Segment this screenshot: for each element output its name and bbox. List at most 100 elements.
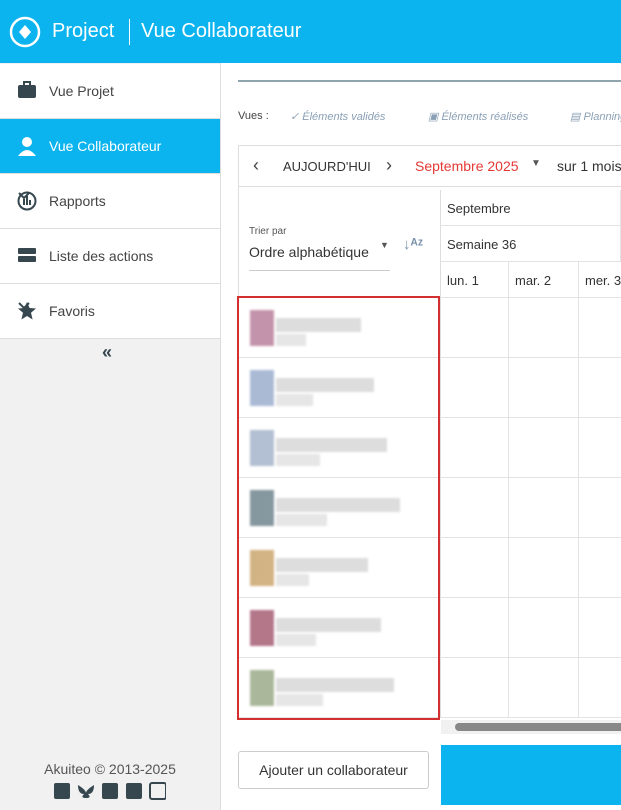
nav-label: Rapports	[49, 193, 106, 209]
next-button[interactable]: ›	[386, 155, 392, 175]
name-blur	[276, 394, 313, 406]
cell	[579, 538, 621, 598]
name-blur	[276, 514, 327, 526]
app-name: Project	[52, 20, 115, 42]
avatar-blur	[250, 430, 274, 466]
cell	[579, 358, 621, 418]
nav-item[interactable]: Rapports	[0, 174, 220, 229]
cell	[509, 598, 579, 658]
week-label: Semaine 36	[447, 237, 517, 252]
logo	[9, 16, 41, 48]
sort-button[interactable]: ↓ᴬᶻ	[403, 236, 424, 253]
range-select[interactable]: sur 1 mois	[557, 158, 621, 174]
cell	[509, 358, 579, 418]
avatar-blur	[250, 550, 274, 586]
prev-button[interactable]: ‹	[253, 155, 259, 175]
cell	[509, 538, 579, 598]
cell	[509, 418, 579, 478]
name-blur	[276, 574, 309, 586]
cell	[579, 262, 621, 298]
cell	[509, 478, 579, 538]
row-divider	[238, 537, 440, 538]
name-blur	[276, 678, 394, 692]
avatar-blur	[250, 310, 274, 346]
cell	[579, 418, 621, 478]
cell	[440, 298, 509, 358]
view-text: Éléments réalisés	[441, 111, 529, 123]
nav-label: Liste des actions	[49, 248, 154, 264]
view-name: Vue Collaborateur	[141, 20, 302, 42]
sort-label: Trier par	[249, 226, 287, 237]
month-label: Septembre	[447, 201, 511, 216]
nav-label: Vue Projet	[49, 83, 114, 99]
view-link[interactable]: ▤ Planning	[570, 110, 621, 123]
view-link[interactable]: ▣ Éléments réalisés	[428, 110, 528, 123]
name-blur	[276, 318, 361, 332]
cell	[509, 658, 579, 718]
cell	[440, 658, 509, 718]
views-label: Vues :	[238, 110, 269, 122]
cell	[440, 538, 509, 598]
nav-label: Vue Collaborateur	[49, 138, 162, 154]
cell	[579, 298, 621, 358]
nav-item-active[interactable]: Vue Collaborateur	[0, 119, 220, 174]
highlight-box	[237, 296, 440, 720]
name-blur	[276, 498, 400, 512]
cell	[579, 658, 621, 718]
row-divider	[238, 657, 440, 658]
scroll-thumb[interactable]	[455, 723, 621, 731]
nav-bar	[238, 145, 621, 187]
cell	[440, 478, 509, 538]
cell	[440, 262, 509, 298]
avatar-blur	[250, 370, 274, 406]
action-panel	[441, 745, 621, 805]
cell	[579, 478, 621, 538]
nav-item[interactable]: Liste des actions	[0, 229, 220, 284]
cell	[509, 298, 579, 358]
name-blur	[276, 618, 381, 632]
day-label: lun. 1	[447, 273, 479, 288]
row-divider	[238, 477, 440, 478]
cell	[440, 418, 509, 478]
name-blur	[276, 454, 320, 466]
avatar-blur	[250, 490, 274, 526]
cell	[440, 598, 509, 658]
sort-select[interactable]: Ordre alphabétique	[249, 244, 390, 271]
name-blur	[276, 694, 323, 706]
cell	[579, 598, 621, 658]
dropdown-arrow: ▼	[531, 158, 541, 169]
row-divider	[238, 597, 440, 598]
top-bar	[0, 0, 621, 63]
nav-item[interactable]: Vue Projet	[0, 64, 220, 119]
day-label: mer. 3	[585, 273, 621, 288]
scrollbar[interactable]	[441, 720, 621, 734]
divider	[238, 80, 621, 82]
view-link[interactable]: ✓ Éléments validés	[290, 110, 385, 123]
icon: ✓	[290, 111, 303, 123]
avatar-blur	[250, 610, 274, 646]
nav-label: Favoris	[49, 303, 95, 319]
social-icons	[54, 782, 166, 800]
cell	[440, 358, 509, 418]
icon: ▤	[570, 111, 584, 123]
today-button[interactable]: AUJOURD'HUI	[283, 159, 371, 174]
month-select[interactable]: Septembre 2025	[415, 158, 519, 174]
row-divider	[238, 417, 440, 418]
add-button[interactable]: Ajouter un collaborateur	[238, 751, 429, 789]
name-blur	[276, 438, 387, 452]
day-label: mar. 2	[515, 273, 552, 288]
name-blur	[276, 378, 374, 392]
row-divider	[238, 717, 440, 718]
name-blur	[276, 334, 306, 346]
view-text: Planning	[583, 111, 621, 123]
separator	[129, 19, 130, 45]
cell	[509, 262, 579, 298]
row-divider	[238, 357, 440, 358]
avatar-blur	[250, 670, 274, 706]
name-blur	[276, 558, 368, 572]
collapse-button[interactable]: «	[102, 342, 113, 362]
nav-item[interactable]: Favoris	[0, 284, 220, 339]
footer-text: Akuiteo © 2013-2025	[44, 761, 176, 777]
icon: ▣	[428, 111, 442, 123]
